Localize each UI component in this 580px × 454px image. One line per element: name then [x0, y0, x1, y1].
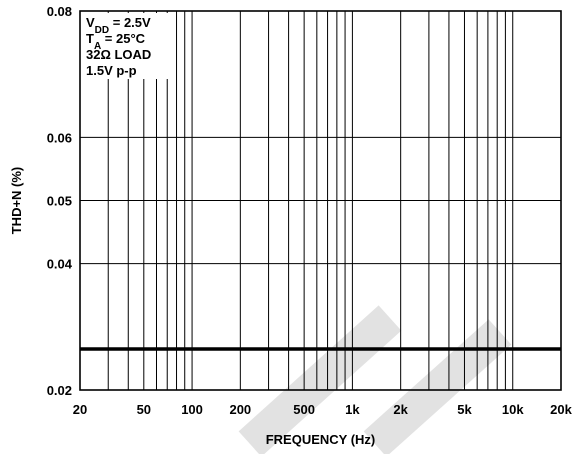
plot-frame [79, 10, 562, 391]
x-tick-labels: 20 50 100 200 500 1k 2k 5k 10k 20k [73, 402, 573, 417]
x-tick-label: 50 [137, 402, 151, 417]
x-tick-label: 2k [393, 402, 408, 417]
condition-line: 1.5V p-p [86, 63, 137, 78]
x-tick-label: 500 [293, 402, 315, 417]
x-tick-label: 20 [73, 402, 87, 417]
watermark [238, 305, 512, 454]
condition-line: 32Ω LOAD [86, 47, 151, 62]
y-tick-label: 0.05 [47, 194, 72, 209]
conditions-box [82, 13, 176, 79]
x-tick-label: 200 [229, 402, 251, 417]
y-axis-label: THD+N (%) [9, 167, 24, 235]
watermark-stroke [238, 305, 402, 454]
x-tick-label: 20k [550, 402, 572, 417]
y-tick-label: 0.04 [47, 257, 73, 272]
x-tick-label: 100 [181, 402, 203, 417]
x-tick-label: 5k [457, 402, 472, 417]
condition-line: TA = 25°C [86, 31, 146, 52]
x-tick-label: 1k [345, 402, 360, 417]
y-tick-labels: 0.02 0.04 0.05 0.06 0.08 [47, 4, 73, 398]
y-tick-label: 0.06 [47, 130, 72, 145]
y-tick-label: 0.02 [47, 383, 72, 398]
x-axis-label: FREQUENCY (Hz) [266, 432, 376, 447]
y-tick-label: 0.08 [47, 4, 72, 19]
x-tick-label: 10k [502, 402, 524, 417]
condition-line: VDD = 2.5V [86, 15, 151, 36]
